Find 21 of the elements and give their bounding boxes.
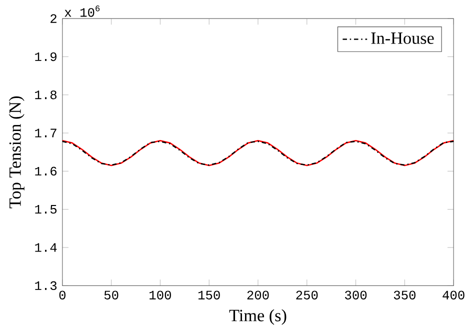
y-axis-title: Top Tension (N): [8, 96, 24, 208]
y-tick-label: 1.7: [35, 128, 56, 138]
y-tick-label: 2: [50, 14, 56, 24]
y-tick-label: 1.3: [35, 281, 57, 290]
text: x 10$^{6}$: [64, 6, 100, 17]
y-tick-label: 1.6: [35, 166, 57, 176]
x-tick-label: 50: [104, 290, 118, 300]
x-tick-label: 100: [150, 290, 171, 300]
legend-label: In-House: [371, 32, 434, 44]
x-tick-label: 0: [59, 290, 66, 300]
x-axis-title: Time (s): [229, 309, 286, 325]
x-tick-label: 300: [345, 290, 367, 300]
x-tick-label: 350: [394, 290, 416, 300]
x-tick-label: 200: [247, 290, 269, 300]
y-tick-label: 1.4: [35, 243, 57, 252]
y-tick-label: 1.8: [35, 90, 57, 100]
y-tick-label: 1.9: [35, 52, 56, 62]
x-tick-label: 150: [198, 290, 220, 300]
y-tick-label: 1.5: [35, 205, 57, 214]
x-tick-label: 250: [296, 290, 318, 300]
x-tick-label: 400: [442, 290, 464, 300]
